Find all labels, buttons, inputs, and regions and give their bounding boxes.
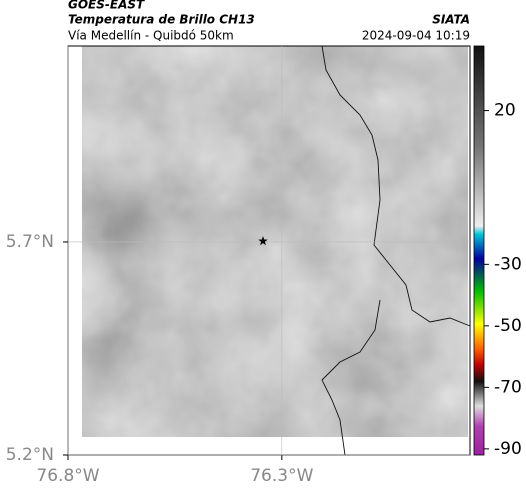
- x-tick-label: 76.3°W: [250, 466, 313, 486]
- location-marker: [258, 236, 268, 246]
- header-line: GOES-EAST: [68, 0, 145, 12]
- colorbar-tick-label: -70: [494, 377, 522, 397]
- source: SIATA: [432, 13, 470, 27]
- colorbar: [473, 45, 485, 456]
- y-tick-label: 5.2°N: [6, 445, 54, 465]
- colorbar-tick-label: -90: [494, 439, 522, 459]
- subtitle: Vía Medellín - Quibdó 50km: [68, 29, 234, 43]
- satellite-image: [82, 46, 468, 437]
- y-tick-label: 5.7°N: [6, 232, 54, 252]
- colorbar-tick-label: 20: [494, 101, 516, 121]
- title: Temperatura de Brillo CH13: [68, 13, 255, 27]
- colorbar-tick-label: -50: [494, 316, 522, 336]
- x-tick-label: 76.8°W: [36, 466, 99, 486]
- timestamp: 2024-09-04 10:19: [362, 29, 470, 43]
- borders: [321, 45, 471, 456]
- colorbar-tick-label: -30: [494, 254, 522, 274]
